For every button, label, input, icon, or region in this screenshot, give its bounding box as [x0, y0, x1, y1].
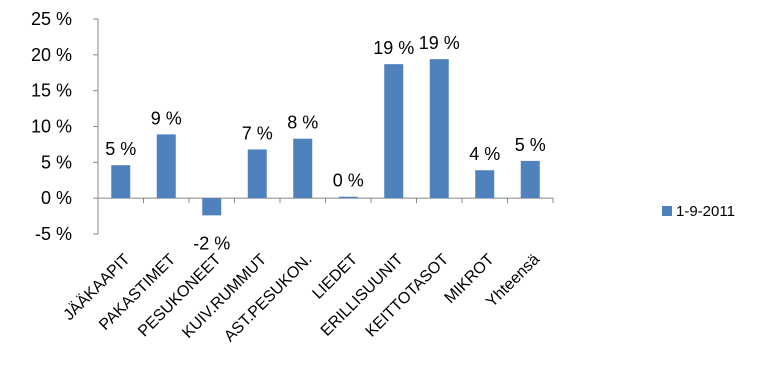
bar-liedet — [338, 196, 358, 199]
data-label: 0 % — [333, 171, 364, 191]
y-tick-label: 15 % — [31, 81, 72, 101]
data-label: 7 % — [242, 123, 273, 143]
y-axis: 25 % 20 % 15 % 10 % 5 % 0 % -5 % — [31, 9, 99, 244]
y-tick-label: 25 % — [31, 9, 72, 29]
data-labels: 5 % 9 % -2 % 7 % 8 % 0 % 19 % 19 % 4 % 5 % — [105, 33, 546, 253]
data-label: 8 % — [287, 113, 318, 133]
category-label: ERILLISUUNIT — [318, 251, 407, 340]
category-label: KUIV.RUMMUT — [179, 251, 270, 342]
y-tick-label: 5 % — [41, 152, 72, 172]
category-labels: JÄÄKAAPITPAKASTIMETPESUKONEETKUIV.RUMMUT… — [60, 250, 543, 345]
data-label: 5 % — [515, 135, 546, 155]
bar-kuiv-rummut — [247, 149, 267, 199]
data-label: 5 % — [105, 139, 136, 159]
category-label: AST.PESUKON. — [221, 251, 315, 345]
legend-label: 1-9-2011 — [676, 203, 735, 220]
bars — [111, 59, 540, 216]
data-label: 19 % — [419, 33, 460, 53]
y-tick-label: -5 % — [35, 224, 72, 244]
bar-jääkaapit — [111, 165, 131, 199]
bar-erillisuunit — [384, 64, 404, 199]
legend-swatch — [662, 206, 672, 216]
bar-ast-pesukon- — [293, 138, 313, 199]
data-label: -2 % — [193, 233, 230, 253]
data-label: 19 % — [373, 38, 414, 58]
data-label: 9 % — [151, 108, 182, 128]
category-label: PESUKONEET — [135, 251, 225, 341]
y-tick-label: 0 % — [41, 188, 72, 208]
x-axis — [97, 197, 554, 204]
data-label: 4 % — [469, 144, 500, 164]
y-tick-label: 20 % — [31, 45, 72, 65]
bar-mikrot — [475, 170, 495, 199]
bar-yhteensä — [520, 160, 540, 199]
category-label: KEITTOTASOT — [363, 251, 453, 341]
bar-pakastimet — [156, 134, 176, 199]
legend: 1-9-2011 — [662, 203, 735, 220]
y-tick-label: 10 % — [31, 117, 72, 137]
bar-pesukoneet — [202, 198, 222, 216]
bar-keittotasot — [429, 59, 449, 199]
